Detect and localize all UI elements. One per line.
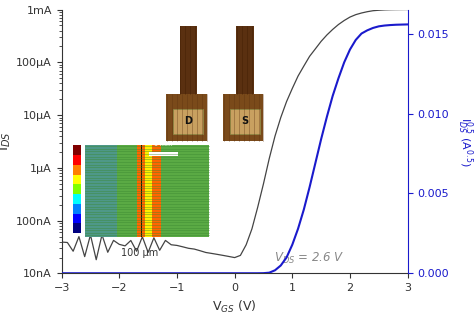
Bar xyxy=(73,194,81,204)
Text: 100 μm: 100 μm xyxy=(121,248,158,258)
Bar xyxy=(73,184,81,194)
Y-axis label: I$^{0.5}_{DS}$ (A$^{0.5}$): I$^{0.5}_{DS}$ (A$^{0.5}$) xyxy=(455,117,474,166)
Bar xyxy=(141,145,142,238)
Bar xyxy=(152,145,161,238)
Bar xyxy=(166,94,207,141)
Bar xyxy=(73,224,81,233)
Text: V$_{DS}$ = 2.6 V: V$_{DS}$ = 2.6 V xyxy=(274,251,345,266)
Bar xyxy=(137,145,145,238)
Bar xyxy=(85,145,117,238)
Bar xyxy=(145,145,152,238)
Bar xyxy=(85,145,209,238)
Bar xyxy=(73,145,81,155)
Bar xyxy=(73,155,81,165)
Bar xyxy=(149,152,178,156)
Bar xyxy=(173,109,203,134)
Bar xyxy=(73,214,81,224)
Bar xyxy=(180,26,197,94)
Bar xyxy=(73,165,81,175)
Bar xyxy=(223,94,264,141)
Text: 1 mm: 1 mm xyxy=(155,142,173,147)
Text: S: S xyxy=(241,116,248,127)
Bar xyxy=(73,204,81,214)
Text: D: D xyxy=(184,116,192,127)
Bar xyxy=(230,109,260,134)
Bar xyxy=(237,26,254,94)
Bar xyxy=(73,175,81,184)
Y-axis label: I$_{DS}$: I$_{DS}$ xyxy=(0,132,13,151)
X-axis label: V$_{GS}$ (V): V$_{GS}$ (V) xyxy=(212,299,257,315)
